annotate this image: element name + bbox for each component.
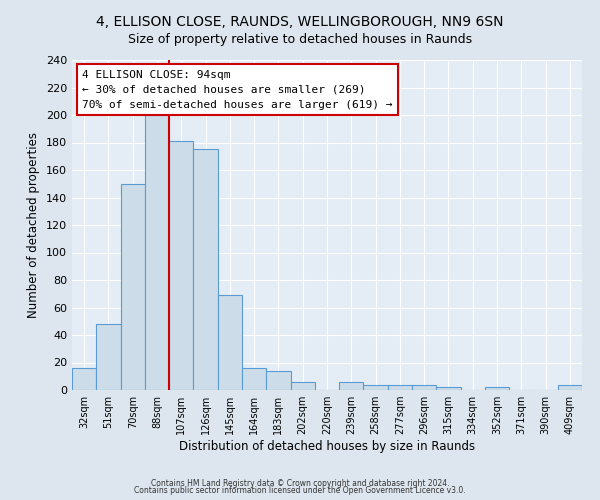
Bar: [169, 141, 193, 390]
Text: 4, ELLISON CLOSE, RAUNDS, WELLINGBOROUGH, NN9 6SN: 4, ELLISON CLOSE, RAUNDS, WELLINGBOROUGH…: [96, 15, 504, 29]
Text: Size of property relative to detached houses in Raunds: Size of property relative to detached ho…: [128, 32, 472, 46]
Bar: [242, 368, 266, 390]
Bar: [266, 371, 290, 390]
Bar: [364, 384, 388, 390]
Bar: [412, 384, 436, 390]
Bar: [218, 295, 242, 390]
Text: Contains HM Land Registry data © Crown copyright and database right 2024.: Contains HM Land Registry data © Crown c…: [151, 478, 449, 488]
Text: 4 ELLISON CLOSE: 94sqm
← 30% of detached houses are smaller (269)
70% of semi-de: 4 ELLISON CLOSE: 94sqm ← 30% of detached…: [82, 70, 392, 110]
Bar: [96, 324, 121, 390]
Bar: [121, 184, 145, 390]
Y-axis label: Number of detached properties: Number of detached properties: [28, 132, 40, 318]
Bar: [388, 384, 412, 390]
Bar: [339, 382, 364, 390]
Bar: [145, 115, 169, 390]
Bar: [485, 387, 509, 390]
Bar: [558, 384, 582, 390]
X-axis label: Distribution of detached houses by size in Raunds: Distribution of detached houses by size …: [179, 440, 475, 453]
Bar: [290, 382, 315, 390]
Bar: [193, 150, 218, 390]
Bar: [72, 368, 96, 390]
Text: Contains public sector information licensed under the Open Government Licence v3: Contains public sector information licen…: [134, 486, 466, 495]
Bar: [436, 387, 461, 390]
